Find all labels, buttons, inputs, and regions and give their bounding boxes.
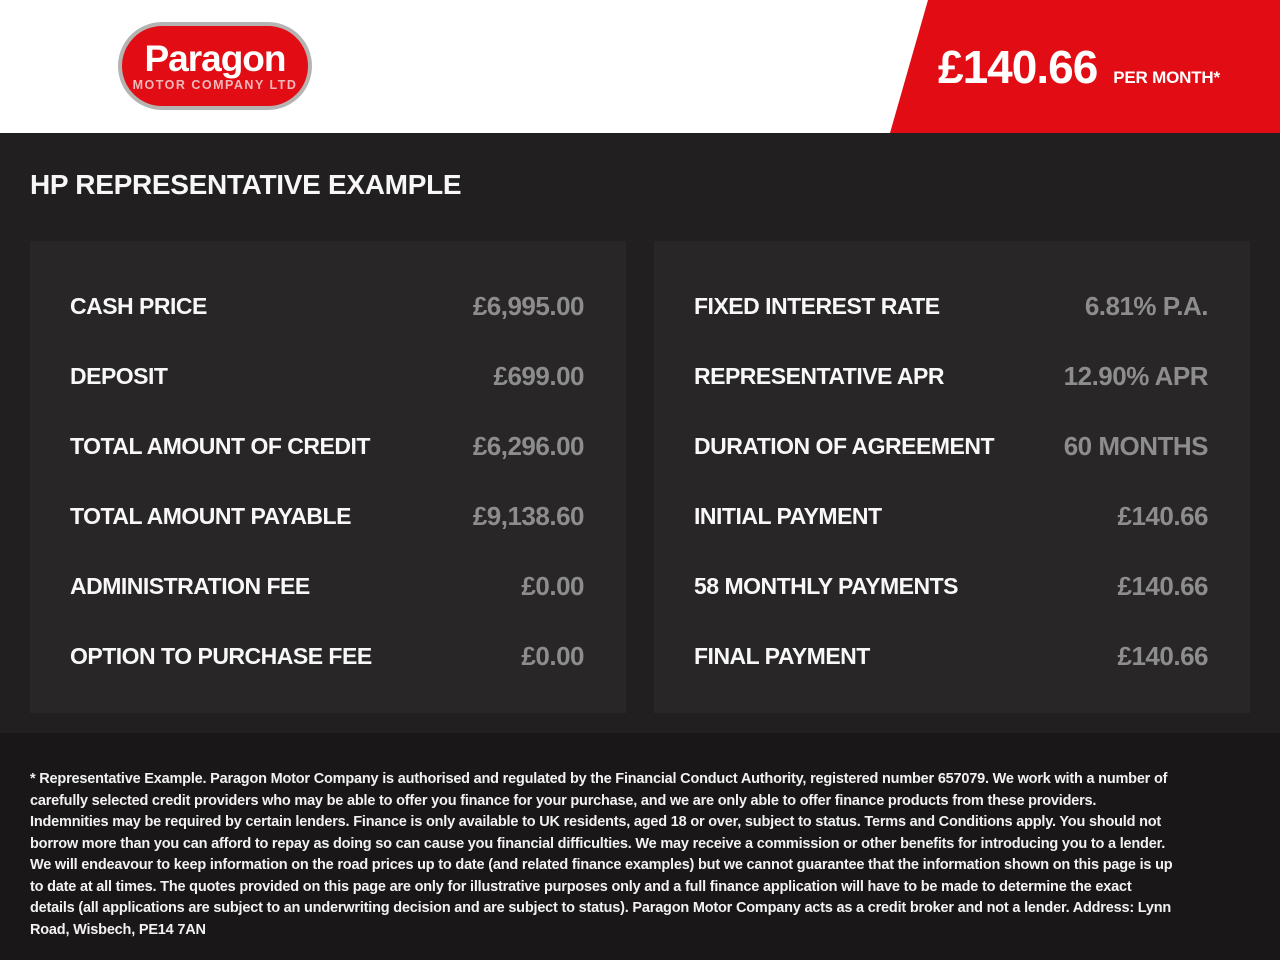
finance-row-label: DURATION OF AGREEMENT <box>694 432 995 459</box>
price-period: PER MONTH* <box>1113 67 1220 87</box>
finance-row-value: £6,296.00 <box>472 430 585 461</box>
finance-row-initial-payment: INITIAL PAYMENT £140.66 <box>694 481 1209 551</box>
header: Paragon MOTOR COMPANY LTD £140.66 PER MO… <box>0 0 1280 133</box>
finance-row-deposit: DEPOSIT £699.00 <box>70 341 585 411</box>
footer: * Representative Example. Paragon Motor … <box>0 733 1280 960</box>
finance-row-value: £699.00 <box>493 360 585 391</box>
finance-row-cash-price: CASH PRICE £6,995.00 <box>70 271 585 341</box>
finance-row-value: 6.81% P.A. <box>1084 290 1209 321</box>
finance-row-label: ADMINISTRATION FEE <box>70 572 310 599</box>
finance-row-label: 58 MONTHLY PAYMENTS <box>694 572 959 599</box>
finance-row-interest-rate: FIXED INTEREST RATE 6.81% P.A. <box>694 271 1209 341</box>
logo-name: Paragon <box>144 38 286 80</box>
finance-row-monthly-payments: 58 MONTHLY PAYMENTS £140.66 <box>694 551 1209 621</box>
finance-row-admin-fee: ADMINISTRATION FEE £0.00 <box>70 551 584 621</box>
finance-row-value: 12.90% APR <box>1063 360 1209 391</box>
finance-row-value: £140.66 <box>1117 500 1209 531</box>
main-section: HP REPRESENTATIVE EXAMPLE CASH PRICE £6,… <box>0 133 1280 733</box>
finance-row-total-payable: TOTAL AMOUNT PAYABLE £9,138.60 <box>70 481 585 551</box>
disclaimer-text: * Representative Example. Paragon Motor … <box>30 771 1173 938</box>
finance-row-value: £0.00 <box>521 640 584 671</box>
page-title: HP REPRESENTATIVE EXAMPLE <box>30 169 462 200</box>
price-amount: £140.66 <box>938 40 1098 93</box>
finance-row-value: £6,995.00 <box>472 290 585 321</box>
finance-row-label: TOTAL AMOUNT OF CREDIT <box>70 432 370 459</box>
finance-row-total-credit: TOTAL AMOUNT OF CREDIT £6,296.00 <box>70 411 585 481</box>
finance-row-label: FIXED INTEREST RATE <box>694 292 940 319</box>
finance-row-value: 60 MONTHS <box>1063 430 1209 461</box>
paragon-logo: Paragon MOTOR COMPANY LTD <box>118 22 312 110</box>
finance-row-label: INITIAL PAYMENT <box>694 502 882 529</box>
finance-row-value: £140.66 <box>1117 640 1209 671</box>
finance-panels: CASH PRICE £6,995.00 DEPOSIT £699.00 TOT… <box>30 241 1250 713</box>
finance-row-value: £9,138.60 <box>472 500 585 531</box>
logo-subtitle: MOTOR COMPANY LTD <box>132 78 298 93</box>
finance-row-label: DEPOSIT <box>70 362 168 389</box>
finance-row-label: REPRESENTATIVE APR <box>694 362 945 389</box>
finance-panel-right: FIXED INTEREST RATE 6.81% P.A. REPRESENT… <box>654 241 1250 713</box>
finance-row-option-fee: OPTION TO PURCHASE FEE £0.00 <box>70 621 584 691</box>
finance-row-value: £0.00 <box>521 570 584 601</box>
finance-row-apr: REPRESENTATIVE APR 12.90% APR <box>694 341 1209 411</box>
finance-panel-left: CASH PRICE £6,995.00 DEPOSIT £699.00 TOT… <box>30 241 626 713</box>
finance-row-final-payment: FINAL PAYMENT £140.66 <box>694 621 1209 691</box>
finance-row-label: CASH PRICE <box>70 292 207 319</box>
price-banner-content: £140.66 PER MONTH* <box>890 40 1220 93</box>
finance-row-value: £140.66 <box>1117 570 1209 601</box>
price-banner: £140.66 PER MONTH* <box>890 0 1280 133</box>
finance-row-label: OPTION TO PURCHASE FEE <box>70 642 372 669</box>
finance-row-duration: DURATION OF AGREEMENT 60 MONTHS <box>694 411 1209 481</box>
finance-row-label: FINAL PAYMENT <box>694 642 870 669</box>
finance-row-label: TOTAL AMOUNT PAYABLE <box>70 502 351 529</box>
